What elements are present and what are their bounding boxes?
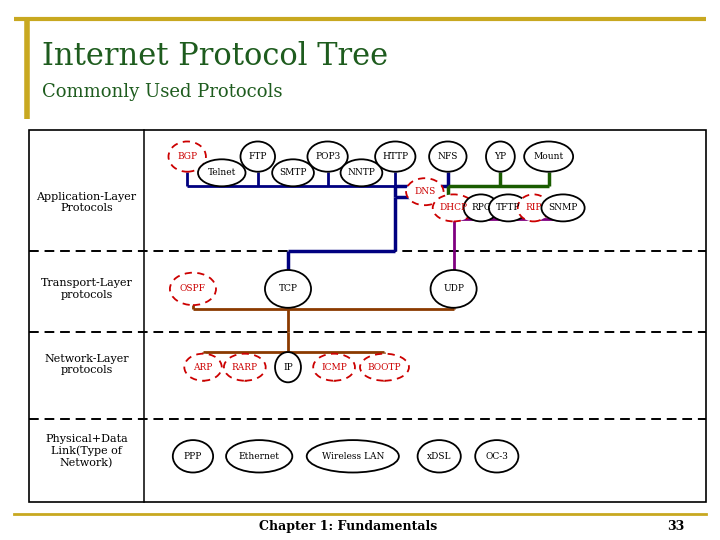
Ellipse shape [265,270,311,308]
Ellipse shape [418,440,461,472]
Ellipse shape [170,273,216,305]
Text: Application-Layer
Protocols: Application-Layer Protocols [36,192,137,213]
Text: Physical+Data
Link(Type of
Network): Physical+Data Link(Type of Network) [45,434,127,468]
Text: UDP: UDP [443,285,464,293]
Text: 33: 33 [667,520,684,533]
Ellipse shape [275,352,301,382]
Text: ARP: ARP [194,363,212,372]
Text: RIP: RIP [526,204,541,212]
Text: TFTP: TFTP [496,204,521,212]
Text: NNTP: NNTP [348,168,375,177]
Ellipse shape [524,141,573,172]
Ellipse shape [224,354,266,381]
Ellipse shape [406,178,444,205]
Text: Chapter 1: Fundamentals: Chapter 1: Fundamentals [259,520,438,533]
Ellipse shape [429,141,467,172]
Text: Transport-Layer
protocols: Transport-Layer protocols [40,278,132,300]
Text: RARP: RARP [232,363,258,372]
Text: PPP: PPP [184,452,202,461]
Ellipse shape [272,159,314,186]
Ellipse shape [541,194,585,221]
Ellipse shape [184,354,222,381]
Bar [29,130,706,502]
Text: Network-Layer
protocols: Network-Layer protocols [44,354,129,375]
Ellipse shape [464,194,498,221]
Text: Telnet: Telnet [207,168,236,177]
Text: OSPF: OSPF [180,285,206,293]
Ellipse shape [307,440,399,472]
Ellipse shape [168,141,206,172]
Text: POP3: POP3 [315,152,341,161]
Ellipse shape [431,270,477,308]
Ellipse shape [240,141,275,172]
Ellipse shape [475,440,518,472]
Text: DHCP: DHCP [439,204,468,212]
Text: SNMP: SNMP [549,204,577,212]
Text: DNS: DNS [414,187,436,196]
Text: Mount: Mount [534,152,564,161]
Text: TCP: TCP [279,285,297,293]
Text: OC-3: OC-3 [485,452,508,461]
Ellipse shape [486,141,515,172]
Text: BOOTP: BOOTP [368,363,401,372]
Ellipse shape [226,440,292,472]
Text: Wireless LAN: Wireless LAN [322,452,384,461]
Text: NFS: NFS [438,152,458,161]
Text: SMTP: SMTP [279,168,307,177]
Ellipse shape [375,141,415,172]
Text: RPC: RPC [471,204,491,212]
Ellipse shape [489,194,528,221]
Ellipse shape [341,159,382,186]
Ellipse shape [433,194,474,221]
Text: YP: YP [495,152,506,161]
Ellipse shape [307,141,348,172]
Text: Commonly Used Protocols: Commonly Used Protocols [42,83,282,101]
Text: BGP: BGP [177,152,197,161]
Text: Internet Protocol Tree: Internet Protocol Tree [42,41,388,72]
Text: xDSL: xDSL [427,452,451,461]
Text: ICMP: ICMP [321,363,347,372]
Ellipse shape [173,440,213,472]
Ellipse shape [198,159,246,186]
Ellipse shape [360,354,409,381]
Ellipse shape [518,194,549,221]
Text: FTP: FTP [248,152,267,161]
Ellipse shape [313,354,355,381]
Text: Ethernet: Ethernet [239,452,279,461]
Text: HTTP: HTTP [382,152,408,161]
Text: IP: IP [283,363,293,372]
